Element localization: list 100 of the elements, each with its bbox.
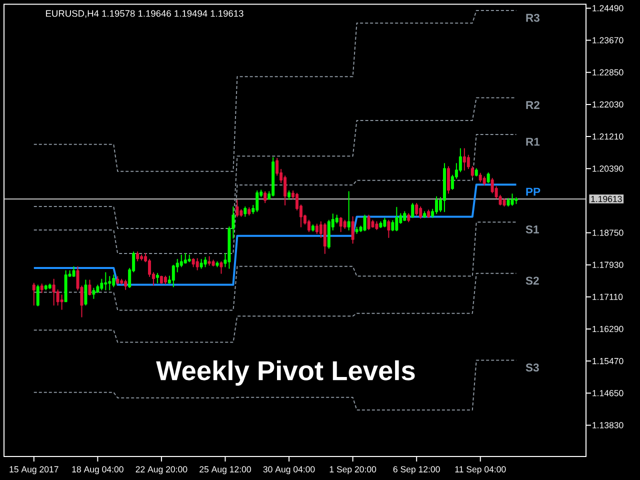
candlestick [236,200,239,218]
candlestick [407,213,410,222]
candlestick [140,254,144,261]
candlestick [482,176,486,186]
candlestick [470,166,474,178]
y-tick-label: 1.24490 [592,5,624,12]
candlestick [351,216,354,244]
candlestick [104,272,108,290]
y-tick-label: 1.20390 [592,165,624,172]
x-tick-label: 18 Aug 04:00 [72,466,124,474]
series-label: S3 [526,364,539,372]
candlestick [48,283,52,290]
candlestick [435,196,438,214]
candlestick [32,282,36,306]
candlestick [379,221,382,228]
candlestick [383,218,386,228]
candlestick [256,190,259,212]
candlestick [462,148,466,171]
series-label: R2 [526,101,540,109]
candlestick [323,222,326,254]
candlestick [64,270,68,302]
candlestick [52,278,56,306]
candlestick [355,226,358,234]
candlestick [88,280,92,296]
candlestick [208,256,211,266]
candlestick [395,206,398,232]
candlestick [514,197,518,204]
candlestick [343,220,346,229]
candlestick [415,202,418,216]
candlestick [486,172,490,184]
candlestick [112,274,116,288]
y-tick-label: 1.15470 [592,358,624,364]
candlestick [116,276,120,284]
series-label: S2 [526,276,539,285]
candlestick [204,256,207,268]
candlestick [220,261,223,274]
candlestick [124,280,128,290]
candlestick [474,168,478,177]
candlestick [411,202,414,218]
candlestick [264,191,267,204]
series-label: R3 [526,14,540,22]
candlestick [136,251,140,262]
candlestick [510,194,514,206]
candlestick [419,206,422,219]
candlestick [288,190,291,200]
candlestick [248,207,251,216]
candlestick [423,211,426,218]
series-label: S1 [526,225,539,234]
annotation: Weekly Pivot Levels [156,360,415,386]
candlestick [44,284,48,290]
candlestick [427,210,430,218]
x-tick-label: 15 Aug 2017 [10,466,58,474]
candlestick [72,266,76,278]
x-tick-label: 11 Sep 04:00 [455,466,506,474]
candlestick [387,220,390,238]
candlestick [92,288,96,299]
candlestick [212,260,215,266]
x-tick-label: 30 Aug 04:00 [263,466,315,474]
candlestick [446,166,450,194]
ref-line-label: 1.19613 [591,196,622,202]
candlestick [506,198,510,207]
candlestick [84,280,88,306]
candlestick [442,163,446,212]
candlestick [315,224,318,234]
candlestick [196,258,199,270]
y-tick-label: 1.17110 [592,294,623,300]
candlestick [40,283,44,294]
candlestick [36,284,40,306]
candlestick [347,191,350,231]
candlestick [108,276,112,290]
y-tick-label: 1.16290 [592,326,624,332]
candlestick [156,272,159,284]
candlestick [375,221,378,230]
y-tick-label: 1.18750 [592,230,624,236]
y-tick-label: 1.17930 [592,262,624,268]
y-tick-label: 1.21210 [592,133,624,140]
candlestick [478,172,482,182]
series-label: PP [526,188,540,196]
y-tick-label: 1.14650 [592,390,624,396]
y-tick-label: 1.23670 [592,37,624,44]
series-label: R1 [526,138,540,146]
y-tick-label: 1.22030 [592,101,624,108]
candlestick [339,216,342,232]
x-tick-label: 1 Sep 20:00 [330,466,376,474]
x-tick-label: 25 Aug 12:00 [200,466,251,474]
y-tick-label: 1.22850 [592,69,624,76]
candlestick [272,157,275,196]
candlestick [403,211,406,222]
x-tick-label: 6 Sep 12:00 [393,466,440,474]
candlestick [216,261,219,268]
candlestick [188,254,191,262]
candlestick [502,198,506,207]
candlestick [200,258,203,269]
y-tick-label: 1.13830 [592,422,624,428]
candlestick [363,214,366,232]
candlestick [244,206,247,217]
candlestick [192,258,195,268]
candlestick [160,276,163,284]
x-tick-label: 22 Aug 20:00 [136,466,188,474]
candlestick [164,276,167,284]
